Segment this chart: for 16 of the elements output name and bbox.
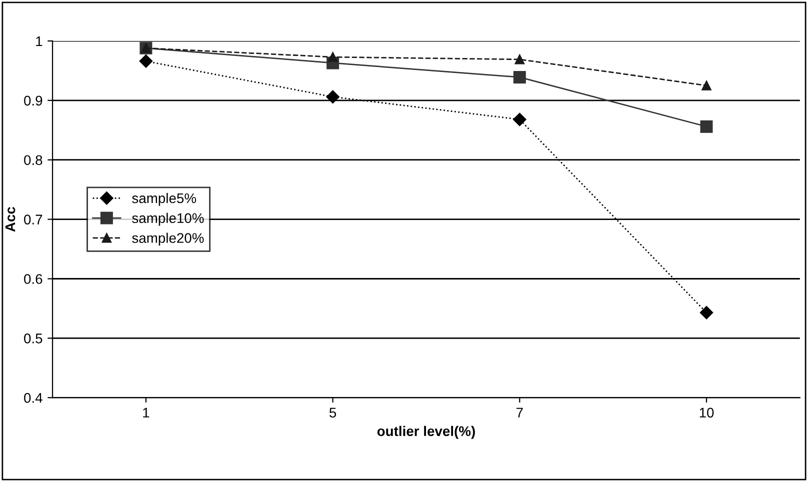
- x-tick-label: 10: [700, 408, 714, 418]
- y-tick-label: 1: [36, 36, 42, 46]
- x-tick-label: 1: [143, 408, 150, 418]
- x-tick-label: 7: [516, 408, 523, 418]
- y-tick-label: 0.7: [24, 214, 42, 224]
- y-axis-title: Acc: [6, 206, 16, 232]
- y-tick-label: 0.9: [24, 96, 42, 106]
- x-axis-title: outlier level(%): [377, 426, 475, 439]
- y-tick-label: 0.8: [24, 155, 42, 166]
- legend-label: sample10%: [132, 212, 204, 226]
- y-tick-label: 0.4: [24, 392, 42, 403]
- x-tick-label: 5: [329, 408, 336, 418]
- legend-label: sample5%: [132, 192, 196, 206]
- legend-label: sample20%: [132, 232, 204, 246]
- y-tick-label: 0.6: [24, 274, 42, 284]
- y-tick-label: 0.5: [24, 334, 42, 344]
